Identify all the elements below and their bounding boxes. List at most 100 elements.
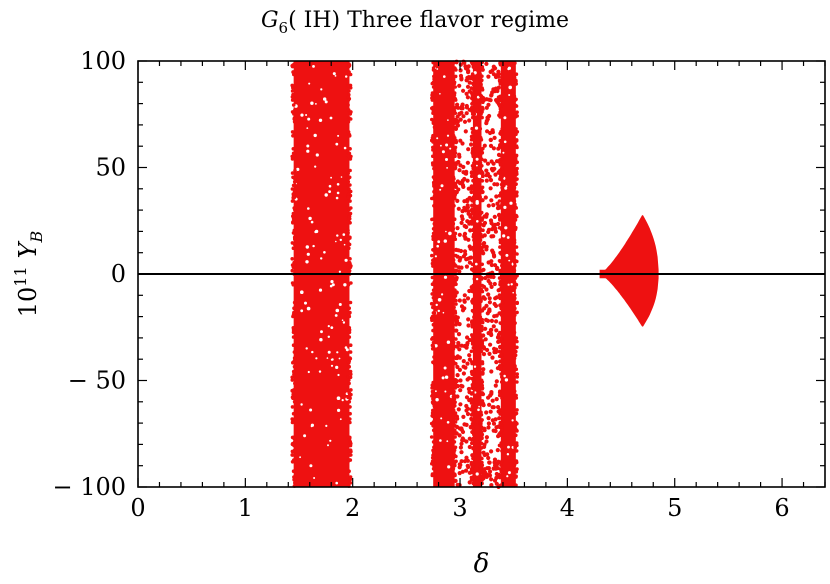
- data-point: [454, 282, 458, 287]
- gap-speck: [299, 456, 301, 459]
- data-point: [292, 242, 297, 247]
- data-point: [467, 195, 472, 201]
- data-point: [431, 258, 435, 263]
- data-point: [348, 453, 352, 457]
- gap-speck: [335, 240, 337, 243]
- data-point: [456, 343, 461, 348]
- data-point: [492, 135, 497, 140]
- data-point: [347, 151, 352, 156]
- data-point: [349, 372, 353, 377]
- data-point: [500, 375, 504, 379]
- data-point: [498, 82, 503, 86]
- data-point: [456, 187, 461, 192]
- data-point: [515, 372, 519, 376]
- data-point: [348, 183, 352, 187]
- gap-speck: [336, 191, 340, 195]
- data-point: [472, 370, 476, 375]
- data-point: [480, 371, 485, 376]
- data-point: [463, 252, 468, 257]
- data-point: [453, 355, 458, 361]
- data-point: [452, 234, 457, 239]
- data-point: [452, 472, 457, 476]
- data-point: [485, 452, 490, 457]
- data-point: [290, 171, 295, 175]
- data-point: [454, 140, 459, 145]
- data-point: [291, 219, 296, 224]
- data-point: [457, 232, 462, 237]
- data-point: [515, 252, 519, 256]
- data-point: [497, 193, 502, 198]
- data-point: [514, 433, 518, 438]
- data-point: [513, 218, 518, 222]
- data-point: [431, 450, 436, 455]
- data-point: [512, 330, 517, 335]
- data-point: [291, 469, 296, 474]
- data-point: [481, 251, 486, 256]
- data-point: [496, 405, 501, 410]
- data-point: [513, 296, 517, 301]
- data-point: [452, 397, 457, 401]
- data-point: [462, 293, 467, 298]
- data-point: [464, 422, 469, 427]
- gap-speck: [446, 340, 451, 344]
- data-point: [452, 389, 456, 394]
- data-point: [347, 242, 352, 247]
- data-point: [463, 66, 469, 71]
- data-point: [484, 287, 489, 292]
- gap-speck: [442, 311, 445, 314]
- data-point: [346, 95, 351, 99]
- x-tick-label: 3: [452, 494, 467, 522]
- y-axis-label: 1011 YB: [11, 231, 46, 318]
- data-point: [513, 61, 517, 65]
- gap-speck: [446, 167, 448, 169]
- data-point: [462, 231, 468, 236]
- data-point: [512, 75, 517, 80]
- data-point: [466, 186, 471, 191]
- data-point: [463, 129, 468, 134]
- data-point: [499, 296, 503, 301]
- data-point: [453, 411, 458, 415]
- data-point: [465, 199, 470, 204]
- data-point: [471, 179, 476, 183]
- data-point: [514, 139, 519, 143]
- data-point: [492, 350, 497, 355]
- data-point: [459, 441, 464, 446]
- gap-speck: [330, 326, 334, 329]
- data-point: [484, 121, 489, 126]
- data-point: [347, 246, 351, 250]
- data-point: [456, 265, 461, 270]
- data-point: [515, 214, 519, 219]
- data-point: [454, 454, 458, 459]
- gap-speck: [445, 158, 448, 161]
- data-point: [431, 466, 436, 471]
- x-tick-label: 4: [560, 494, 575, 522]
- gap-speck: [443, 75, 446, 78]
- data-point: [512, 260, 517, 265]
- gap-speck: [336, 234, 339, 237]
- data-point: [348, 199, 352, 203]
- data-point: [487, 469, 493, 474]
- data-point: [491, 234, 496, 239]
- data-point: [431, 237, 436, 241]
- data-point: [497, 393, 502, 398]
- data-point: [514, 72, 519, 76]
- data-point: [347, 378, 351, 382]
- gap-speck: [306, 127, 309, 129]
- data-point: [480, 432, 485, 437]
- gap-speck: [446, 440, 449, 443]
- gap-speck: [503, 374, 506, 378]
- data-point: [492, 254, 497, 259]
- data-point: [290, 157, 295, 161]
- data-point: [348, 443, 353, 448]
- gap-speck: [336, 351, 339, 354]
- gap-speck: [325, 424, 328, 427]
- data-point: [494, 360, 499, 365]
- data-point: [499, 372, 504, 376]
- data-point: [292, 443, 296, 448]
- data-point: [453, 237, 458, 241]
- data-point: [489, 369, 494, 374]
- data-point: [431, 234, 435, 239]
- x-tick-label: 0: [130, 494, 145, 522]
- data-point: [478, 152, 483, 157]
